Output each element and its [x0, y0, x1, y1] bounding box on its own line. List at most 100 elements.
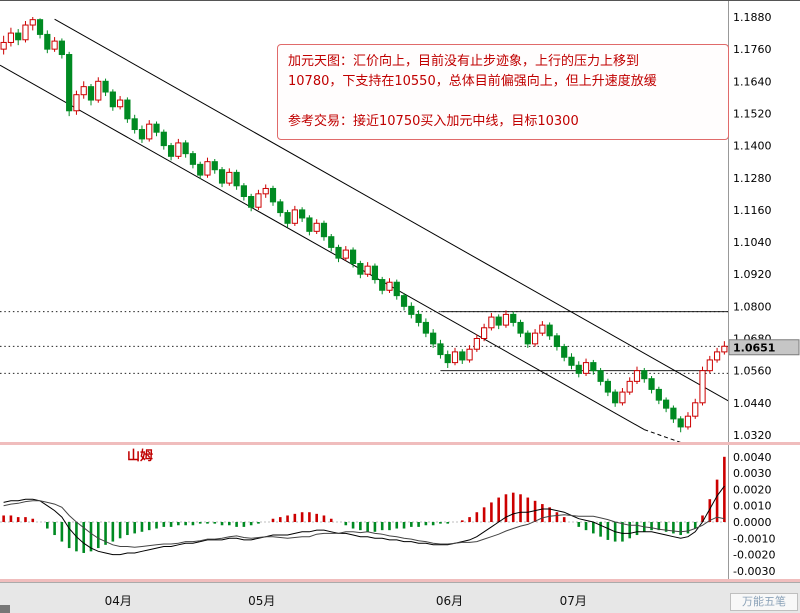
- histogram-bar: [82, 522, 86, 553]
- histogram-bar: [228, 522, 231, 526]
- candle-body: [721, 345, 728, 353]
- candle-body: [699, 370, 706, 404]
- price-tick-label: 1.1040: [733, 236, 772, 249]
- price-tick-label: 1.1400: [733, 140, 772, 153]
- candle-body: [182, 142, 189, 155]
- histogram-bar: [635, 522, 639, 536]
- indicator-layer[interactable]: [0, 456, 728, 556]
- candle-body: [73, 94, 80, 112]
- time-axis: 04月 05月 06月 07月: [0, 582, 800, 613]
- panel-splitter[interactable]: [0, 579, 800, 582]
- histogram-bar: [446, 522, 450, 524]
- candle-body: [473, 338, 480, 350]
- candle-body: [204, 161, 211, 176]
- indicator-tick-label: 0.0000: [733, 516, 772, 529]
- price-tick-label: 1.0920: [733, 268, 772, 281]
- candle-body: [284, 212, 291, 224]
- histogram-bar: [242, 522, 246, 527]
- histogram-bar: [293, 513, 297, 522]
- histogram-bar: [177, 522, 180, 526]
- histogram-bar: [708, 499, 712, 522]
- histogram-bar: [664, 522, 668, 532]
- histogram-bar: [679, 522, 682, 536]
- histogram-bar: [162, 522, 166, 527]
- price-tick-label: 1.1520: [733, 107, 772, 120]
- candlestick-chart-canvas[interactable]: 1.1880 1.1760 1.1640 1.1520 1.1400 1.1280 1.11…: [0, 1, 800, 582]
- trend-channel-line: [0, 64, 645, 431]
- candle-body: [58, 40, 65, 56]
- candle-body: [197, 163, 204, 176]
- candle-body: [444, 354, 451, 364]
- candle-body: [349, 249, 357, 264]
- candle-body: [597, 370, 604, 382]
- histogram-bar: [213, 522, 217, 524]
- histogram-bar: [366, 522, 369, 532]
- indicator-tick-label: 0.0010: [733, 500, 772, 513]
- candle-body: [124, 99, 131, 120]
- trend-channel-line: [54, 18, 728, 402]
- histogram-bar: [2, 515, 5, 522]
- histogram-bar: [184, 522, 187, 526]
- histogram-bar: [395, 522, 399, 529]
- month-label: 05月: [248, 594, 276, 608]
- histogram-bar: [526, 497, 530, 522]
- candle-body: [7, 32, 15, 43]
- histogram-bar: [169, 522, 173, 527]
- candle-body: [582, 362, 590, 374]
- price-axis-divider: [728, 1, 729, 582]
- candle-body: [269, 187, 277, 203]
- histogram-bar: [315, 513, 318, 522]
- main-plot-layer[interactable]: [0, 17, 739, 463]
- candle-body: [524, 332, 531, 345]
- histogram-bar: [286, 515, 289, 522]
- histogram-bar: [475, 512, 479, 522]
- candle-body: [612, 391, 619, 404]
- candle-body: [342, 249, 349, 259]
- status-corner: [0, 605, 10, 613]
- candle-body: [233, 171, 240, 187]
- indicator-tick-label: -0.0030: [733, 565, 775, 578]
- candle-body: [117, 99, 124, 108]
- candle-body: [648, 378, 655, 390]
- histogram-bar: [322, 515, 326, 522]
- annotation-line: 加元天图：汇价向上，目前没有止步迹象，上行的压力上移到: [288, 54, 640, 69]
- candle-body: [495, 316, 502, 326]
- histogram-bar: [468, 517, 471, 522]
- dif-line: [3, 485, 725, 556]
- histogram-bar: [504, 494, 508, 522]
- candle-body: [306, 217, 313, 232]
- candle-body: [459, 351, 466, 361]
- candle-body: [189, 153, 197, 165]
- candle-body: [44, 33, 51, 50]
- histogram-bar: [621, 522, 624, 542]
- candle-body: [51, 40, 58, 50]
- candle-body: [371, 265, 379, 281]
- month-label: 04月: [104, 594, 132, 608]
- ime-indicator[interactable]: 万能五笔: [730, 593, 798, 611]
- annotation-line: [288, 92, 718, 112]
- candle-body: [517, 321, 524, 334]
- candle-body: [415, 313, 422, 323]
- candle-body: [408, 305, 415, 315]
- panel-splitter[interactable]: [0, 442, 800, 445]
- candle-body: [663, 399, 670, 409]
- candle-body: [95, 80, 102, 101]
- candle-body: [15, 32, 22, 41]
- price-tick-label: 1.1880: [733, 11, 772, 24]
- candle-body: [488, 316, 495, 329]
- price-tick-label: 1.0560: [733, 365, 772, 378]
- candle-body: [422, 321, 429, 334]
- candle-body: [313, 222, 320, 232]
- analysis-annotation-box[interactable]: 加元天图：汇价向上，目前没有止步迹象，上行的压力上移到 10780，下支持在10…: [277, 44, 729, 140]
- candle-body: [131, 118, 138, 131]
- price-tick-label: 1.1760: [733, 43, 772, 56]
- candle-body: [670, 407, 677, 420]
- month-label: 06月: [435, 594, 464, 608]
- indicator-tick-label: -0.0010: [733, 532, 775, 545]
- histogram-bar: [577, 522, 581, 527]
- candle-body: [692, 402, 699, 417]
- histogram-bar: [16, 517, 20, 522]
- price-tick-label: 1.1280: [733, 172, 772, 185]
- indicator-tick-label: 0.0030: [733, 467, 772, 480]
